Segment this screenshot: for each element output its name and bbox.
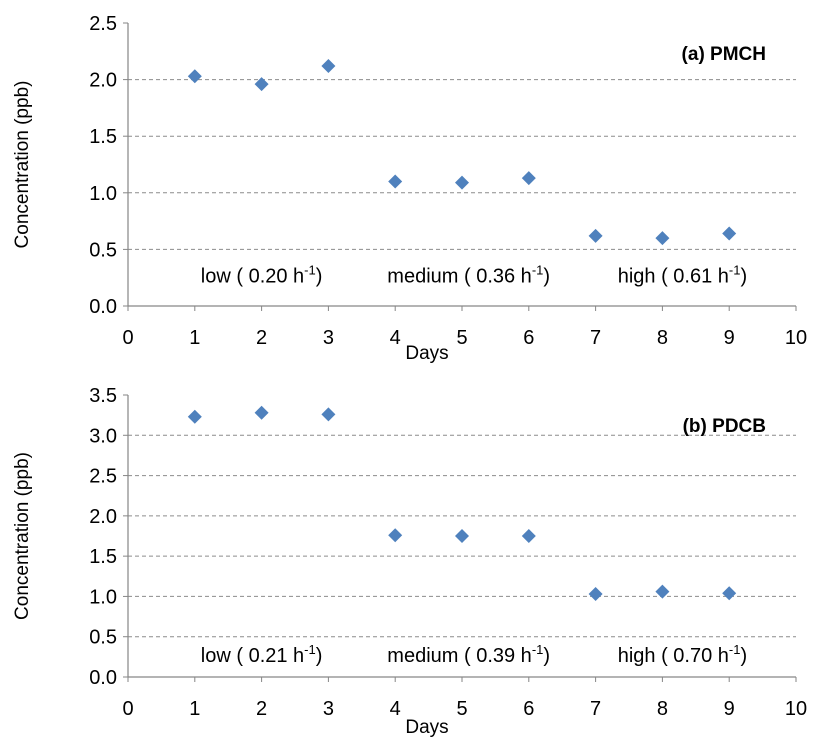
y-tick-label: 0.0	[89, 296, 117, 318]
x-tick-label: 1	[189, 327, 200, 349]
data-point	[187, 69, 202, 84]
x-tick-label: 2	[256, 698, 267, 720]
rate-annotation: high ( 0.61 h-1)	[618, 262, 747, 287]
x-tick-label: 3	[323, 698, 334, 720]
x-tick-label: 10	[785, 698, 807, 720]
x-tick-label: 7	[590, 327, 601, 349]
rate-annotation: low ( 0.20 h-1)	[201, 262, 323, 287]
rate-annotation-sup: -1	[304, 262, 316, 277]
rate-annotation-close: )	[543, 645, 550, 667]
x-tick-label: 1	[189, 698, 200, 720]
rate-annotation-text: medium ( 0.36 h	[387, 265, 532, 287]
x-tick-label: 7	[590, 698, 601, 720]
data-point	[588, 228, 603, 243]
rate-annotation-text: low ( 0.21 h	[201, 645, 304, 667]
rate-annotation-text: high ( 0.61 h	[618, 265, 729, 287]
y-tick-label: 3.0	[89, 425, 117, 447]
data-point	[655, 231, 670, 246]
data-point	[655, 584, 670, 599]
rate-annotation-close: )	[316, 645, 323, 667]
y-tick-label: 2.0	[89, 70, 117, 92]
y-tick-label: 3.5	[89, 385, 117, 407]
y-tick-label: 1.0	[89, 183, 117, 205]
y-tick-label: 1.5	[89, 126, 117, 148]
chart-panel-2: 0.0 0.5 1.0 1.5 2.0 2.5 3.0 3.5 0 1 2 3 4 5 6 7 8 9 10 Days…	[12, 385, 807, 738]
rate-annotation: medium ( 0.36 h-1)	[387, 262, 550, 287]
rate-annotation-close: )	[740, 265, 747, 287]
data-point	[521, 529, 536, 543]
x-tick-label: 5	[456, 698, 467, 720]
x-tick-label: 9	[724, 698, 735, 720]
rate-annotation: low ( 0.21 h-1)	[201, 642, 323, 667]
x-axis-title: Days	[405, 343, 448, 364]
rate-annotation: medium ( 0.39 h-1)	[387, 642, 550, 667]
rate-annotation: high ( 0.70 h-1)	[618, 642, 747, 667]
x-tick-label: 10	[785, 327, 807, 349]
y-tick-label: 1.5	[89, 546, 117, 568]
data-point	[388, 174, 403, 189]
x-axis-title: Days	[405, 717, 448, 738]
data-point	[588, 587, 603, 602]
rate-annotation-sup: -1	[532, 642, 544, 657]
x-tick-label: 6	[523, 327, 534, 349]
data-point	[321, 407, 336, 422]
data-point	[388, 528, 403, 543]
data-point	[722, 226, 737, 241]
y-axis-title: Concentration (ppb)	[12, 452, 33, 620]
rate-annotation-close: )	[543, 265, 550, 287]
x-tick-label: 0	[122, 698, 133, 720]
x-tick-label: 8	[657, 698, 668, 720]
x-tick-label: 8	[657, 327, 668, 349]
x-tick-label: 2	[256, 327, 267, 349]
data-point	[455, 175, 469, 190]
rate-annotation-sup: -1	[729, 642, 741, 657]
x-tick-label: 6	[523, 698, 534, 720]
x-tick-label: 4	[390, 327, 401, 349]
rate-annotation-sup: -1	[729, 262, 741, 277]
y-tick-label: 2.5	[89, 466, 117, 488]
data-point	[455, 529, 469, 543]
x-tick-label: 4	[390, 698, 401, 720]
y-axis-title: Concentration (ppb)	[12, 81, 33, 249]
y-tick-label: 0.0	[89, 667, 117, 689]
data-point	[521, 171, 536, 186]
y-tick-label: 0.5	[89, 627, 117, 649]
y-tick-label: 0.5	[89, 239, 117, 261]
y-tick-label: 1.0	[89, 586, 117, 608]
rate-annotation-text: low ( 0.20 h	[201, 265, 304, 287]
rate-annotation-close: )	[316, 265, 323, 287]
x-tick-label: 3	[323, 327, 334, 349]
panel-label: (b) PDCB	[683, 416, 766, 437]
panel-label: (a) PMCH	[682, 44, 766, 65]
rate-annotation-close: )	[740, 645, 747, 667]
chart-panel-1: 0.0 0.5 1.0 1.5 2.0 2.5 0 1 2 3 4 5 6 7 8 9 10 Days Concen…	[12, 13, 807, 364]
rate-annotation-text: high ( 0.70 h	[618, 645, 729, 667]
data-point	[722, 586, 737, 601]
data-point	[187, 409, 202, 424]
y-tick-label: 2.5	[89, 13, 117, 35]
data-point	[321, 59, 336, 74]
y-tick-label: 2.0	[89, 506, 117, 528]
x-tick-label: 9	[724, 327, 735, 349]
data-point	[254, 405, 269, 420]
rate-annotation-sup: -1	[304, 642, 316, 657]
x-tick-label: 5	[456, 327, 467, 349]
data-point	[254, 77, 269, 92]
rate-annotation-text: medium ( 0.39 h	[387, 645, 532, 667]
x-tick-label: 0	[122, 327, 133, 349]
rate-annotation-sup: -1	[532, 262, 544, 277]
